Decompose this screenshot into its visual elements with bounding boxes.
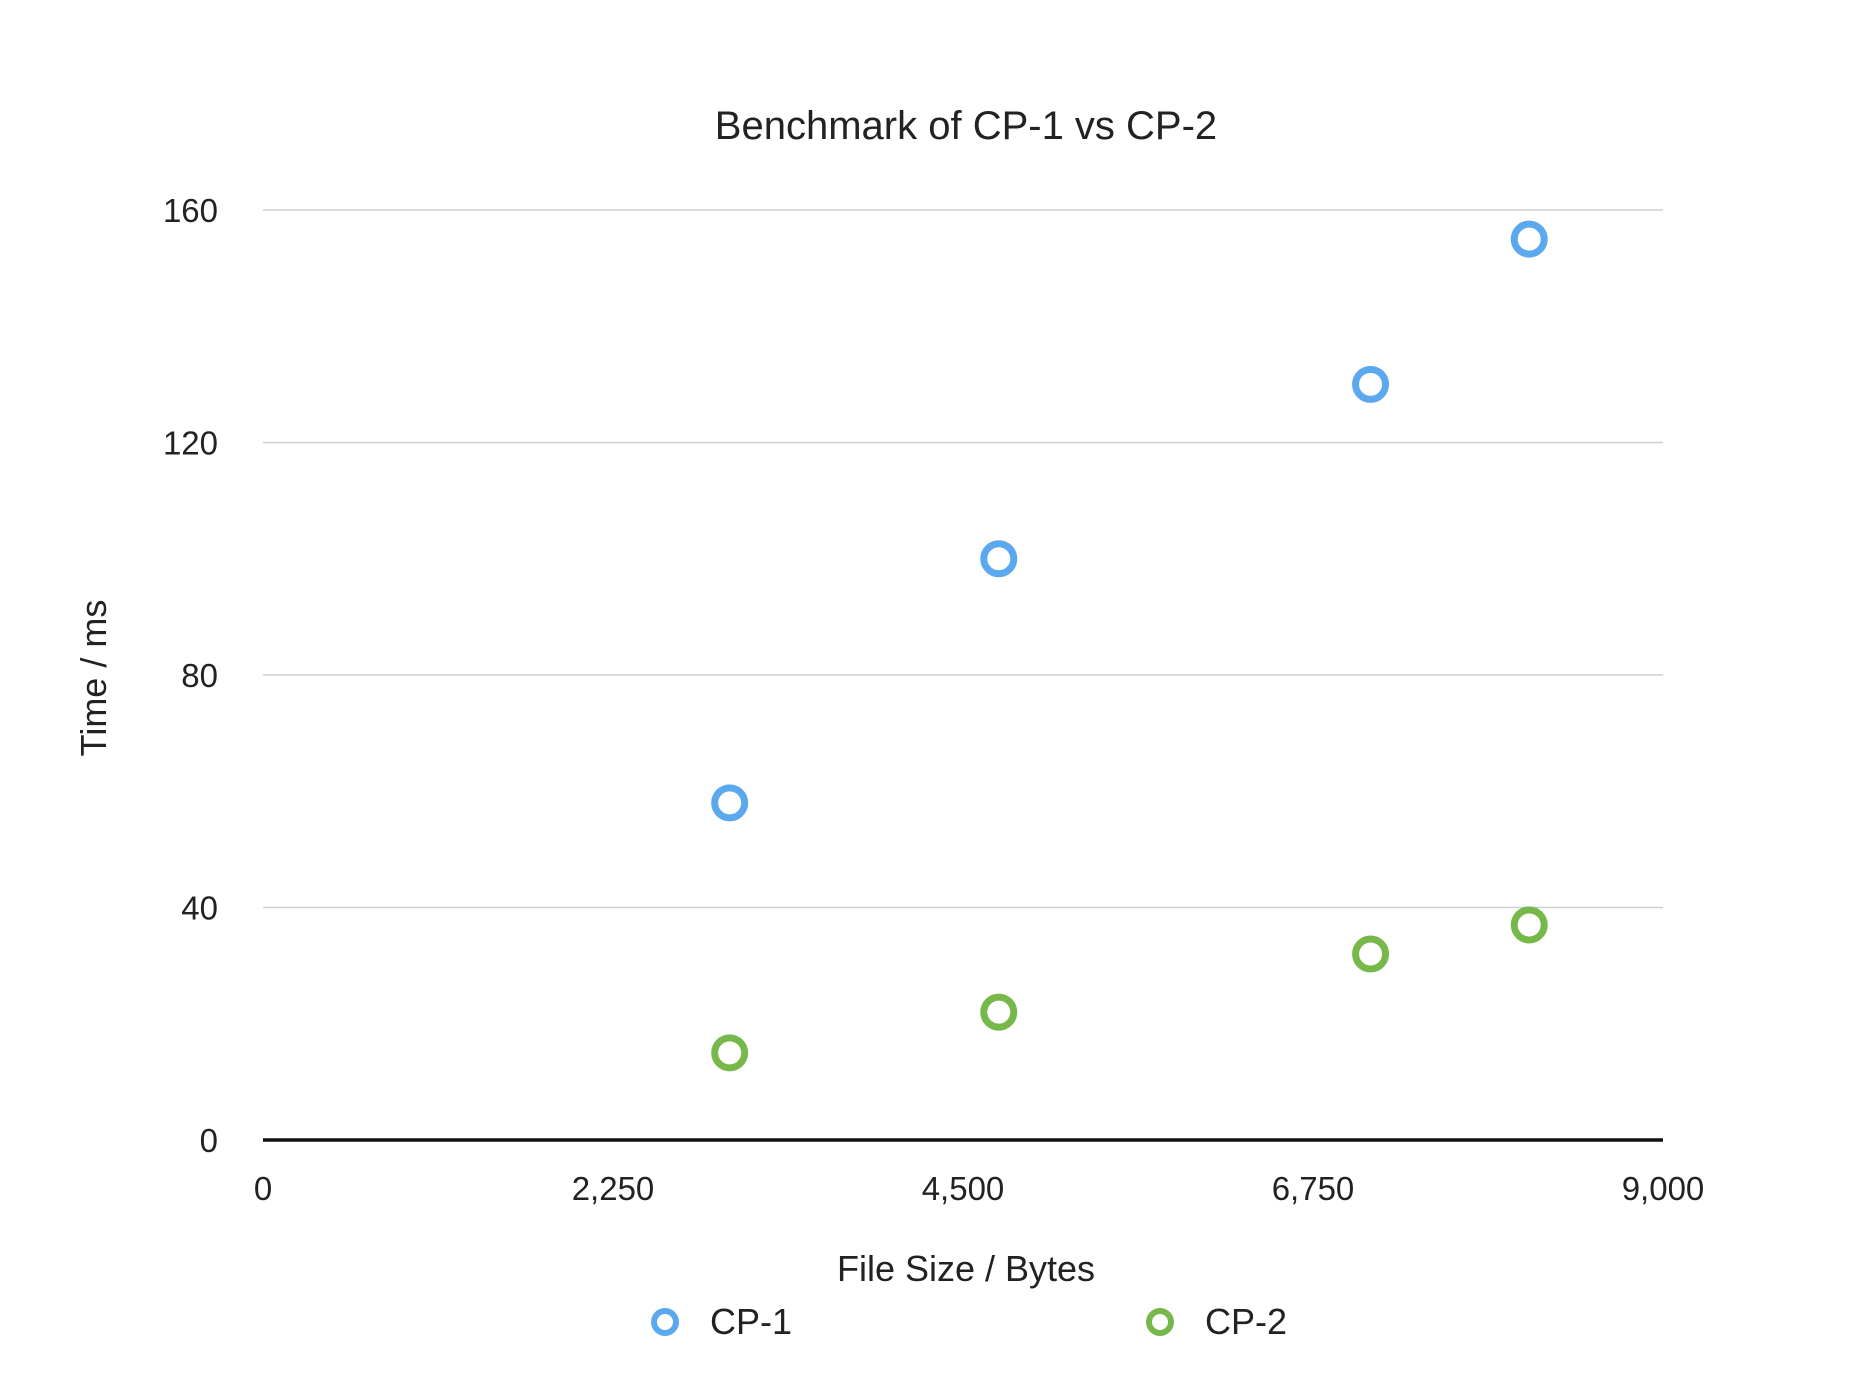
data-point-cp-1 <box>980 540 1018 578</box>
gridlines <box>263 209 1663 909</box>
data-point-cp-2 <box>1510 906 1548 944</box>
y-tick-label: 120 <box>163 425 218 462</box>
legend-label-cp-1: CP-1 <box>710 1301 792 1342</box>
data-point-cp-1 <box>1510 220 1548 258</box>
x-tick-label: 4,500 <box>922 1170 1005 1207</box>
legend-label-cp-2: CP-2 <box>1205 1301 1287 1342</box>
y-tick-label: 0 <box>200 1122 218 1159</box>
data-point-cp-2 <box>711 1034 749 1072</box>
data-point-cp-2 <box>1352 935 1390 973</box>
y-tick-label: 40 <box>181 890 218 927</box>
legend-marker-cp-1 <box>651 1308 679 1336</box>
chart-title: Benchmark of CP-1 vs CP-2 <box>715 104 1217 148</box>
data-point-cp-1 <box>711 784 749 822</box>
y-axis-ticks: 0 40 80 120 160 <box>163 192 218 1159</box>
y-tick-label: 160 <box>163 192 218 229</box>
data-point-cp-2 <box>980 993 1018 1031</box>
x-axis-ticks: 0 2,250 4,500 6,750 9,000 <box>254 1170 1704 1207</box>
x-tick-label: 0 <box>254 1170 272 1207</box>
x-tick-label: 2,250 <box>572 1170 655 1207</box>
data-points <box>711 220 1548 1072</box>
x-tick-label: 9,000 <box>1622 1170 1705 1207</box>
legend-marker-cp-2 <box>1146 1308 1174 1336</box>
y-axis-label: Time / ms <box>73 600 114 757</box>
data-point-cp-1 <box>1352 365 1390 403</box>
y-tick-label: 80 <box>181 657 218 694</box>
legend: CP-1 CP-2 <box>651 1301 1287 1342</box>
x-tick-label: 6,750 <box>1272 1170 1355 1207</box>
x-axis-label: File Size / Bytes <box>837 1248 1095 1289</box>
